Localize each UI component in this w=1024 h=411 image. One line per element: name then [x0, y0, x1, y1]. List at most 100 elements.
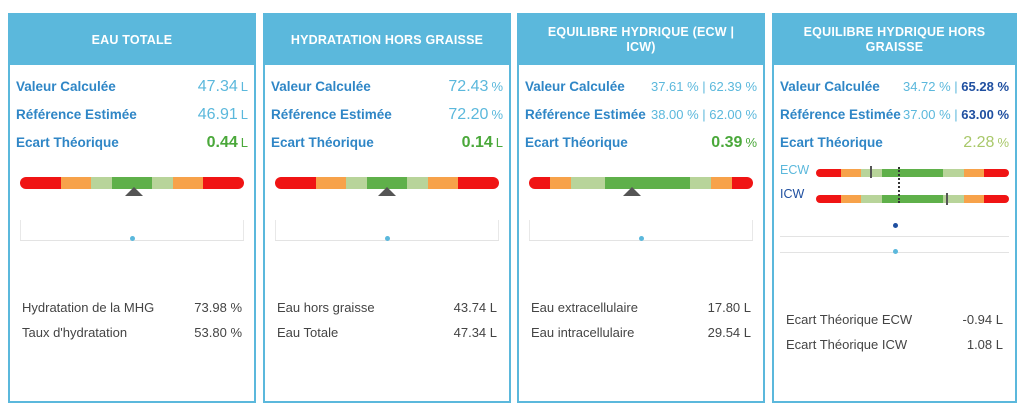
ecart-value: 0.39%	[711, 134, 757, 151]
gauge-seg-lightgreen	[861, 195, 882, 203]
ref-row: Référence Estimée 38.00 % | 62.00 %	[525, 101, 757, 129]
gauge-seg-red	[816, 195, 841, 203]
calc-row: Valeur Calculée 47.34 L	[16, 73, 248, 101]
gauge	[529, 174, 753, 254]
axis-line	[780, 236, 1009, 237]
gauge-seg-lightgreen	[943, 195, 964, 203]
card-equilibre-hydrique: EQUILIBRE HYDRIQUE (ECW | ICW) Valeur Ca…	[517, 13, 765, 403]
detail-row: Eau Totale 47.34 L	[277, 325, 497, 340]
ecart-label: Ecart Théorique	[271, 135, 374, 150]
reference-dash	[898, 167, 900, 203]
gauge-marker	[623, 187, 642, 196]
gauge-seg-lightgreen	[152, 177, 173, 189]
axis-tick	[20, 220, 21, 241]
axis-tick	[275, 220, 276, 241]
gauge-seg-red	[816, 169, 841, 177]
gauge-seg-red	[984, 195, 1009, 203]
calc-value: 72.43%	[448, 78, 503, 95]
details: Eau extracellulaire 17.80 L Eau intracell…	[531, 295, 751, 345]
gauge-seg-red	[20, 177, 61, 189]
axis-tick	[529, 220, 530, 241]
gauge-seg-orange	[963, 169, 985, 177]
ecw-bar	[816, 169, 1009, 177]
card-title: HYDRATATION HORS GRAISSE	[265, 15, 509, 65]
icw-label: ICW	[780, 187, 805, 201]
ref-label: Référence Estimée	[16, 107, 137, 122]
double-gauge: ECW ICW	[780, 163, 1009, 273]
card-title: EQUILIBRE HYDRIQUE (ECW | ICW)	[519, 15, 763, 65]
ref-value: 37.00 % | 63.00 %	[902, 107, 1009, 122]
gauge-seg-orange	[963, 195, 985, 203]
gauge-seg-orange	[840, 195, 862, 203]
calc-value: 37.61 % | 62.39 %	[650, 79, 757, 94]
ref-label: Référence Estimée	[271, 107, 392, 122]
detail-row: Ecart Théorique ICW 1.08 L	[786, 337, 1003, 352]
axis-dot	[130, 236, 135, 241]
gauge-seg-lightgreen	[346, 177, 367, 189]
ecart-value: 0.14 L	[461, 134, 503, 151]
gauge-seg-lightgreen	[571, 177, 606, 189]
ecart-label: Ecart Théorique	[780, 135, 883, 150]
gauge-bar	[529, 177, 753, 189]
calc-row: Valeur Calculée 34.72 % | 65.28 %	[780, 73, 1009, 101]
ecart-row: Ecart Théorique 2.28%	[780, 129, 1009, 157]
metrics: Valeur Calculée 47.34 L Référence Estimée…	[10, 65, 254, 157]
detail-row: Eau hors graisse 43.74 L	[277, 300, 497, 315]
ecw-marker	[870, 166, 873, 178]
detail-row: Taux d'hydratation 53.80 %	[22, 325, 242, 340]
ref-row: Référence Estimée 72.20%	[271, 101, 503, 129]
gauge-seg-red	[275, 177, 316, 189]
calc-label: Valeur Calculée	[271, 79, 371, 94]
ref-value: 46.91 L	[197, 106, 248, 123]
icw-marker	[946, 193, 949, 205]
gauge-seg-red	[731, 177, 753, 189]
gauge-seg-lightgreen	[91, 177, 112, 189]
card-eau-totale: EAU TOTALE Valeur Calculée 47.34 L Référe…	[8, 13, 256, 403]
gauge-seg-green	[605, 177, 690, 189]
gauge-seg-orange	[172, 177, 204, 189]
card-title: EAU TOTALE	[10, 15, 254, 65]
gauge-seg-green	[366, 177, 408, 189]
ecart-row: Ecart Théorique 0.44 L	[16, 129, 248, 157]
gauge-seg-red	[984, 169, 1009, 177]
gauge-seg-green	[881, 195, 944, 203]
gauge-seg-orange	[60, 177, 92, 189]
details: Hydratation de la MHG 73.98 % Taux d'hydr…	[22, 295, 242, 345]
icw-bar	[816, 195, 1009, 203]
metrics: Valeur Calculée 72.43% Référence Estimée…	[265, 65, 509, 157]
detail-row: Hydratation de la MHG 73.98 %	[22, 300, 242, 315]
axis-dot	[385, 236, 390, 241]
ref-label: Référence Estimée	[780, 107, 901, 122]
gauge-seg-green	[881, 169, 944, 177]
gauge-seg-red	[529, 177, 551, 189]
card-hydratation-hors-graisse: HYDRATATION HORS GRAISSE Valeur Calculée…	[263, 13, 511, 403]
ecart-label: Ecart Théorique	[16, 135, 119, 150]
calc-row: Valeur Calculée 72.43%	[271, 73, 503, 101]
gauge-seg-orange	[427, 177, 459, 189]
ref-value: 72.20%	[448, 106, 503, 123]
gauge-seg-lightgreen	[407, 177, 428, 189]
gauge-seg-orange	[550, 177, 572, 189]
metrics: Valeur Calculée 37.61 % | 62.39 % Référe…	[519, 65, 763, 157]
gauge-seg-orange	[840, 169, 862, 177]
axis-tick	[752, 220, 753, 241]
icw-dot	[892, 249, 898, 254]
detail-row: Eau intracellulaire 29.54 L	[531, 325, 751, 340]
gauge-seg-red	[203, 177, 244, 189]
details: Ecart Théorique ECW -0.94 L Ecart Théoriq…	[786, 307, 1003, 357]
axis-tick	[243, 220, 244, 241]
gauge	[20, 174, 244, 254]
calc-label: Valeur Calculée	[780, 79, 880, 94]
axis-dot	[639, 236, 644, 241]
gauge-bar	[20, 177, 244, 189]
ecw-dot	[892, 223, 898, 228]
gauge-seg-orange	[710, 177, 732, 189]
ecart-value: 0.44 L	[206, 134, 248, 151]
ecart-row: Ecart Théorique 0.14 L	[271, 129, 503, 157]
calc-label: Valeur Calculée	[525, 79, 625, 94]
gauge-marker	[125, 187, 144, 196]
ecart-label: Ecart Théorique	[525, 135, 628, 150]
gauge-seg-lightgreen	[689, 177, 711, 189]
calc-label: Valeur Calculée	[16, 79, 116, 94]
ecw-label: ECW	[780, 163, 810, 177]
